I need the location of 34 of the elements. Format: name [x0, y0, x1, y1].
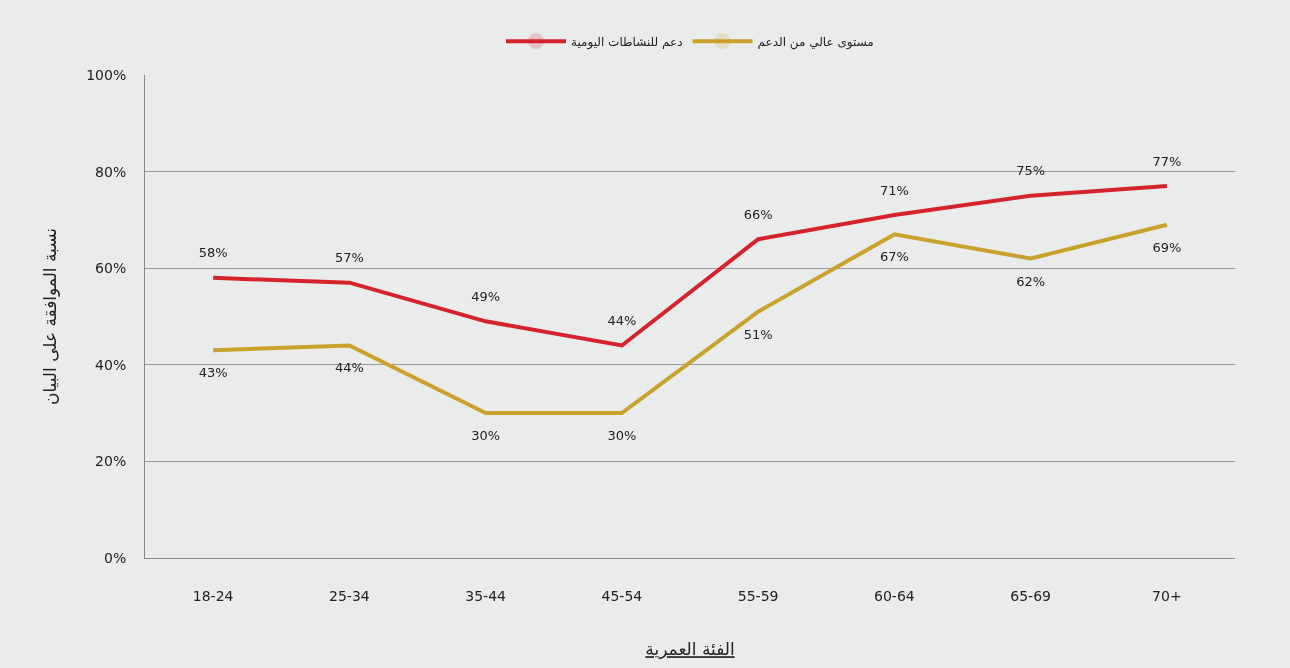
x-tick-label: 60-64 [874, 587, 915, 604]
x-tick-label: 18-24 [192, 587, 234, 604]
data-label: 75% [1016, 163, 1046, 179]
data-label: 43% [198, 365, 228, 381]
y-tick-label: 100% [86, 66, 127, 83]
data-label: 51% [743, 326, 773, 342]
data-label: 57% [334, 250, 364, 266]
x-tick-label: 65-69 [1010, 587, 1051, 604]
y-tick-label: 40% [95, 356, 127, 373]
x-tick-label: 25-34 [329, 587, 370, 604]
data-label: 71% [879, 182, 909, 198]
data-label: 30% [471, 428, 501, 444]
x-tick-label: 55-59 [737, 587, 779, 604]
legend-label: مستوى عالي من الدعم [757, 34, 874, 50]
data-label: 62% [1016, 273, 1046, 289]
y-tick-label: 20% [95, 453, 127, 470]
legend-label: دعم للنشاطات اليومية [571, 34, 683, 50]
data-label: 49% [471, 288, 501, 304]
data-label: 30% [607, 428, 637, 444]
y-tick-label: 0% [103, 549, 127, 566]
x-axis-title: الفئة العمرية [645, 639, 735, 660]
data-label: 77% [1152, 153, 1182, 169]
x-tick-label: 45-54 [601, 587, 643, 604]
data-label: 69% [1152, 239, 1182, 255]
y-tick-label: 80% [95, 163, 127, 180]
data-label: 44% [607, 312, 637, 328]
data-label: 58% [198, 245, 228, 261]
data-label: 66% [743, 206, 773, 222]
x-tick-label: 70+ [1152, 587, 1182, 604]
y-axis-title: نسبة الموافقة على البيان [39, 227, 60, 406]
data-label: 44% [334, 360, 364, 376]
data-label: 67% [879, 249, 909, 265]
x-tick-label: 35-44 [465, 587, 507, 604]
y-tick-label: 60% [95, 260, 127, 277]
